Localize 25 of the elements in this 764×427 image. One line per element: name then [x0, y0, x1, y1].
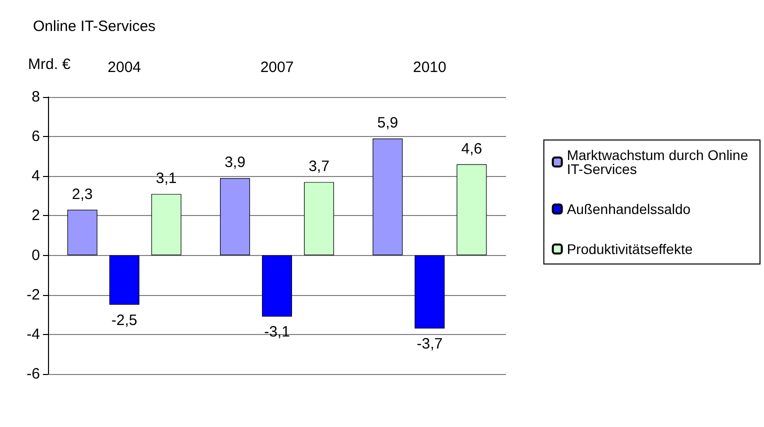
y-tick-label: 4: [32, 168, 40, 185]
data-label: 5,9: [377, 114, 398, 132]
y-tick-label: 6: [32, 128, 40, 146]
x-tick-label: 2007: [260, 59, 294, 76]
x-tick-label: 2010: [412, 59, 446, 76]
data-label: 3,9: [224, 154, 246, 172]
legend-label: Außenhandelssaldo: [566, 201, 691, 217]
data-label: -3,7: [416, 335, 443, 352]
y-axis-title: Mrd. €: [28, 56, 72, 73]
x-tick-label: 2004: [108, 59, 142, 76]
y-tick-label: -4: [26, 326, 40, 343]
chart-title: Online IT-Services: [33, 18, 156, 35]
y-tick-label: 8: [32, 88, 40, 106]
data-label: -2,5: [111, 312, 138, 329]
y-tick-label: 2: [32, 207, 40, 224]
y-tick-label: -6: [26, 366, 40, 382]
data-label: 2,3: [72, 186, 93, 203]
data-label: 3,1: [156, 170, 177, 187]
y-tick-label: -2: [26, 286, 40, 304]
data-label: 4,6: [461, 140, 482, 158]
y-tick-label: 0: [32, 246, 40, 264]
legend-label: Marktwachstum durch Online IT-Services: [566, 147, 752, 177]
legend-label: Produktivitätseffekte: [566, 241, 693, 257]
data-label: 3,7: [308, 158, 330, 176]
data-label: -3,1: [264, 324, 290, 341]
